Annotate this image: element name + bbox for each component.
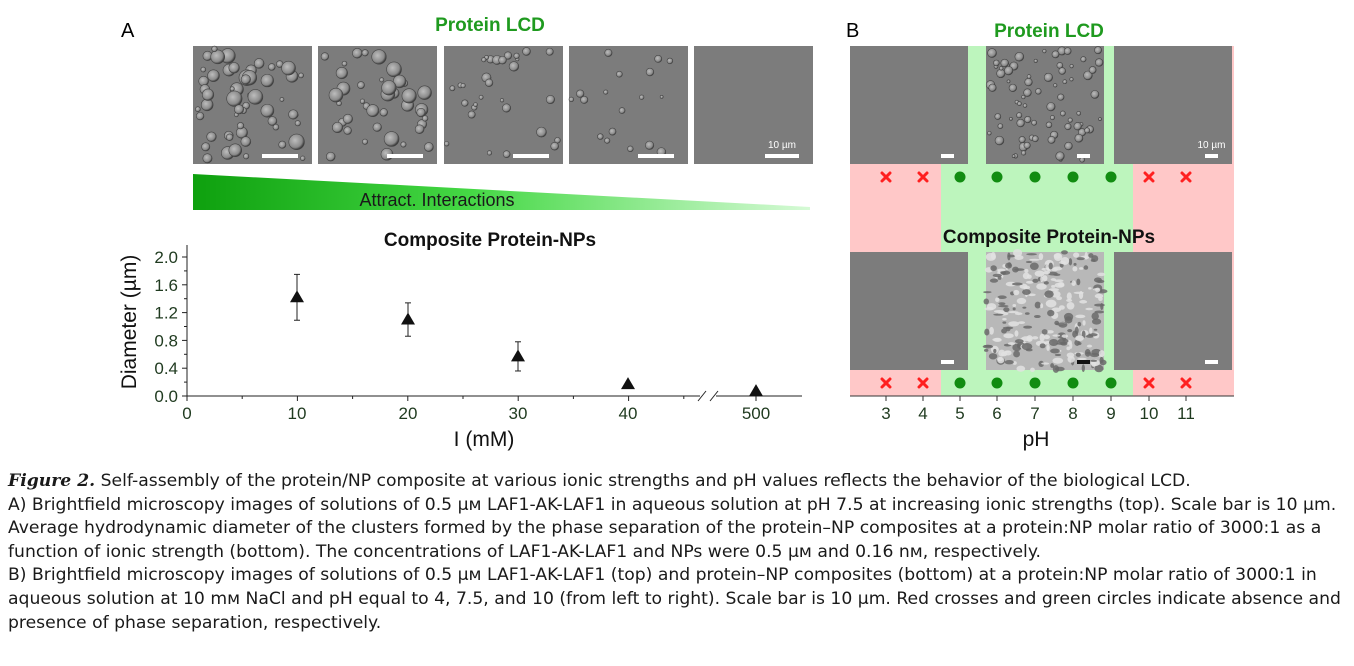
data-point xyxy=(401,302,415,337)
triangle-marker xyxy=(511,349,525,362)
x-tick-label: 20 xyxy=(399,404,418,423)
triangle-marker xyxy=(401,312,415,325)
caption-part-b: B) Brightfield microscopy images of solu… xyxy=(8,565,1341,633)
ph-tick-label: 11 xyxy=(1177,404,1195,423)
data-point xyxy=(621,377,635,390)
y-tick-label: 1.6 xyxy=(154,276,178,295)
presence-marker xyxy=(1029,377,1041,389)
triangle-marker xyxy=(749,384,763,397)
y-tick-label: 0.0 xyxy=(154,387,178,406)
panel-b-middle-title: Composite Protein-NPs xyxy=(943,227,1155,248)
panel-b-top-left xyxy=(850,46,968,164)
ph-tick-label: 10 xyxy=(1140,404,1159,423)
ph-xlabel: pH xyxy=(1023,428,1050,451)
ph-tick-label: 5 xyxy=(955,404,964,423)
ph-tick-label: 9 xyxy=(1106,404,1115,423)
panel-b-top-center xyxy=(985,46,1104,164)
ph-tick-label: 3 xyxy=(881,404,890,423)
panel-b-bottom-center xyxy=(982,248,1108,373)
chart-ylabel: Diameter (µm) xyxy=(118,255,141,390)
ph-axis: 3 4 5 6 7 8 9 10 11 xyxy=(850,395,1234,423)
presence-marker xyxy=(1029,171,1041,183)
ph-tick-label: 6 xyxy=(992,404,1001,423)
phase-separation-markers xyxy=(880,171,1192,389)
figure-caption: Figure 2. Self-assembly of the protein/N… xyxy=(8,470,1348,635)
absence-marker xyxy=(880,377,892,389)
attract-interactions-label: Attract. Interactions xyxy=(359,190,514,210)
absence-marker xyxy=(917,377,929,389)
panel-b-top-right: 10 µm xyxy=(1114,46,1232,164)
data-point xyxy=(749,384,763,397)
presence-marker xyxy=(954,171,966,183)
panel-b-bottom-right xyxy=(1114,252,1232,370)
y-tick-label: 2.0 xyxy=(154,248,178,267)
x-tick-label: 10 xyxy=(288,404,307,423)
panel-a-micrograph-4 xyxy=(568,46,688,164)
x-tick-label: 40 xyxy=(619,404,638,423)
absence-marker xyxy=(917,171,929,183)
diameter-chart: 0.0 0.4 0.8 1.2 1.6 2.0 0 10 20 30 40 500 I (mM) D… xyxy=(118,245,802,451)
presence-marker xyxy=(1105,171,1117,183)
panel-a-micrograph-2 xyxy=(318,46,437,164)
panel-b-bottom-left xyxy=(850,252,968,370)
presence-marker xyxy=(991,377,1003,389)
scale-bar-label: 10 µm xyxy=(768,140,796,151)
panel-b-letter: B xyxy=(846,20,859,42)
y-tick-label: 1.2 xyxy=(154,304,178,323)
presence-marker xyxy=(1067,171,1079,183)
axis-break-icon xyxy=(697,390,719,402)
presence-marker xyxy=(1067,377,1079,389)
panel-a-top-title: Protein LCD xyxy=(435,15,545,36)
absence-marker xyxy=(1143,377,1155,389)
presence-marker xyxy=(954,377,966,389)
x-tick-label: 500 xyxy=(742,404,770,423)
data-point xyxy=(511,341,525,372)
panel-a-letter: A xyxy=(121,20,135,42)
ph-tick-label: 7 xyxy=(1030,404,1039,423)
y-tick-label: 0.8 xyxy=(154,331,178,350)
x-tick-label: 0 xyxy=(182,404,191,423)
absence-marker xyxy=(1180,377,1192,389)
ph-tick-label: 4 xyxy=(918,404,927,423)
data-point xyxy=(290,273,304,321)
scale-bar-label: 10 µm xyxy=(1198,140,1226,151)
panel-b-micrographs: 10 µm xyxy=(850,46,1232,373)
panel-b-top-title: Protein LCD xyxy=(994,21,1104,42)
absence-marker xyxy=(1143,171,1155,183)
x-tick-label: 30 xyxy=(509,404,528,423)
panel-a-micrograph-3 xyxy=(444,46,563,164)
plot-title: Composite Protein-NPs xyxy=(384,230,596,251)
figure-2: A Protein LCD 10 µm Attract. Interaction… xyxy=(118,15,1234,451)
panel-a-micrograph-1 xyxy=(193,45,312,164)
attract-interactions-gradient xyxy=(193,174,810,210)
absence-marker xyxy=(880,171,892,183)
absence-marker xyxy=(1180,171,1192,183)
caption-summary: Self-assembly of the protein/NP composit… xyxy=(95,471,1191,491)
caption-line-1: Figure 2. Self-assembly of the protein/N… xyxy=(8,470,1348,494)
triangle-marker xyxy=(621,377,635,390)
caption-label: Figure 2. xyxy=(8,471,96,491)
panel-a-micrograph-5: 10 µm xyxy=(694,46,813,164)
presence-marker xyxy=(1105,377,1117,389)
caption-part-a: A) Brightfield microscopy images of solu… xyxy=(8,494,1337,562)
chart-xlabel: I (mM) xyxy=(454,428,515,451)
y-tick-label: 0.4 xyxy=(154,359,178,378)
triangle-marker xyxy=(290,290,304,303)
presence-marker xyxy=(991,171,1003,183)
ph-tick-label: 8 xyxy=(1068,404,1077,423)
panel-a-micrographs: 10 µm xyxy=(193,45,813,164)
